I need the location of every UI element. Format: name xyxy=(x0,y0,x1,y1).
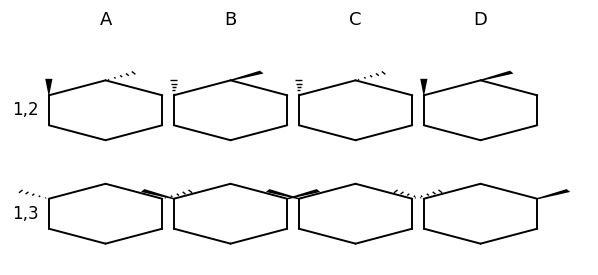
Text: A: A xyxy=(99,12,112,29)
Text: C: C xyxy=(349,12,362,29)
Text: B: B xyxy=(224,12,237,29)
Polygon shape xyxy=(230,71,264,81)
Polygon shape xyxy=(480,71,514,81)
Text: 1,3: 1,3 xyxy=(12,205,38,223)
Text: D: D xyxy=(474,12,487,29)
Text: 1,2: 1,2 xyxy=(12,101,38,119)
Polygon shape xyxy=(266,189,300,199)
Polygon shape xyxy=(420,79,428,95)
Polygon shape xyxy=(286,189,321,199)
Polygon shape xyxy=(141,189,175,199)
Polygon shape xyxy=(45,79,53,95)
Polygon shape xyxy=(536,189,570,199)
